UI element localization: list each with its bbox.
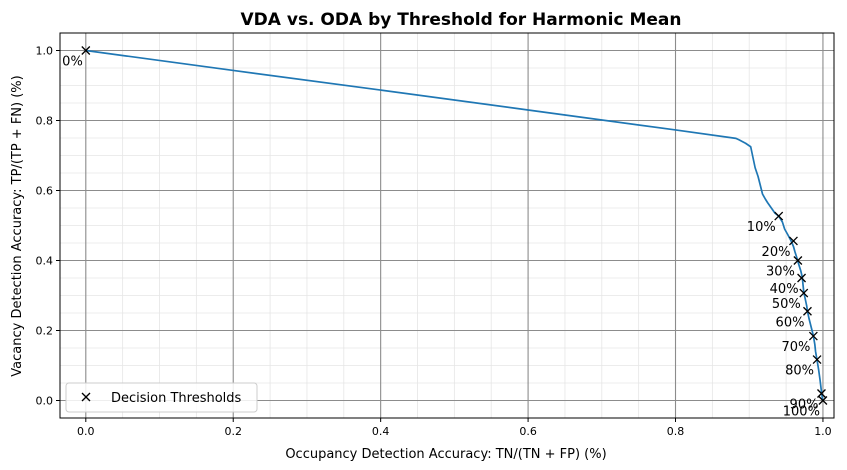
plot-frame [59, 32, 835, 419]
threshold-marker-stroke [818, 396, 828, 405]
x-tick-label: 0.2 [224, 425, 242, 438]
threshold-marker [797, 273, 807, 283]
threshold-marker [774, 211, 784, 221]
threshold-marker-stroke [788, 236, 798, 246]
threshold-label: 40% [770, 282, 799, 297]
series-line [85, 49, 824, 401]
y-tick-label: 0.4 [36, 255, 54, 268]
threshold-marker-stroke [774, 211, 784, 221]
threshold-marker [799, 288, 809, 298]
threshold-label: 60% [776, 315, 805, 330]
threshold-label: 90% [790, 398, 819, 413]
ticks: 0.0 0.2 0.4 0.6 0.8 1.0 0.0 0.2 0.4 0.6 0.8 1.0 [36, 45, 832, 439]
threshold-marker [817, 389, 826, 398]
x-tick-label: 0.8 [667, 425, 685, 438]
legend-entry-label: Decision Thresholds [111, 391, 242, 406]
axes [59, 32, 835, 419]
threshold-marker-stroke [817, 389, 826, 398]
threshold-marker [793, 256, 803, 265]
threshold-marker-stroke [797, 273, 807, 283]
threshold-marker [808, 331, 818, 341]
x-tick-label: 0.6 [519, 425, 537, 438]
threshold-label: 30% [766, 265, 795, 280]
threshold-marker-stroke [793, 256, 803, 265]
threshold-markers [81, 46, 828, 405]
data-series [85, 49, 824, 401]
y-tick-label: 0.8 [36, 115, 54, 128]
grid [60, 32, 834, 419]
threshold-label: 80% [785, 364, 814, 379]
x-tick-label: 0.4 [372, 425, 390, 438]
threshold-marker [788, 236, 798, 246]
legend: Decision Thresholds [65, 382, 258, 413]
y-axis-label: Vacancy Detection Accuracy: TP/(TP + FN)… [10, 75, 25, 376]
x-tick-label: 0.0 [77, 425, 95, 438]
threshold-label: 20% [762, 245, 791, 260]
x-axis-label: Occupancy Detection Accuracy: TN/(TN + F… [285, 447, 606, 462]
threshold-marker-stroke [812, 355, 822, 365]
threshold-label: 50% [772, 297, 801, 312]
threshold-marker [81, 46, 91, 55]
threshold-marker-stroke [803, 306, 812, 316]
legend-box [65, 382, 258, 413]
threshold-marker [818, 396, 828, 405]
threshold-label: 100% [783, 405, 820, 420]
chart-title: VDA vs. ODA by Threshold for Harmonic Me… [241, 10, 682, 30]
y-tick-label: 0.2 [36, 325, 54, 338]
legend-marker-icon [81, 392, 91, 402]
x-tick-label: 1.0 [814, 425, 832, 438]
threshold-marker [812, 355, 822, 365]
y-tick-label: 0.0 [36, 395, 54, 408]
threshold-label: 70% [781, 340, 810, 355]
y-tick-label: 0.6 [36, 185, 54, 198]
threshold-labels: 0% 10% 20% 30% 40%50% 60% 70% 80% 90%100% [62, 55, 820, 420]
threshold-marker-stroke [808, 331, 818, 341]
threshold-label: 0% [62, 55, 83, 70]
threshold-marker-stroke [799, 288, 809, 298]
y-tick-label: 1.0 [36, 45, 54, 58]
threshold-marker-stroke [81, 46, 91, 55]
threshold-marker [803, 306, 812, 316]
threshold-label: 10% [747, 220, 776, 235]
